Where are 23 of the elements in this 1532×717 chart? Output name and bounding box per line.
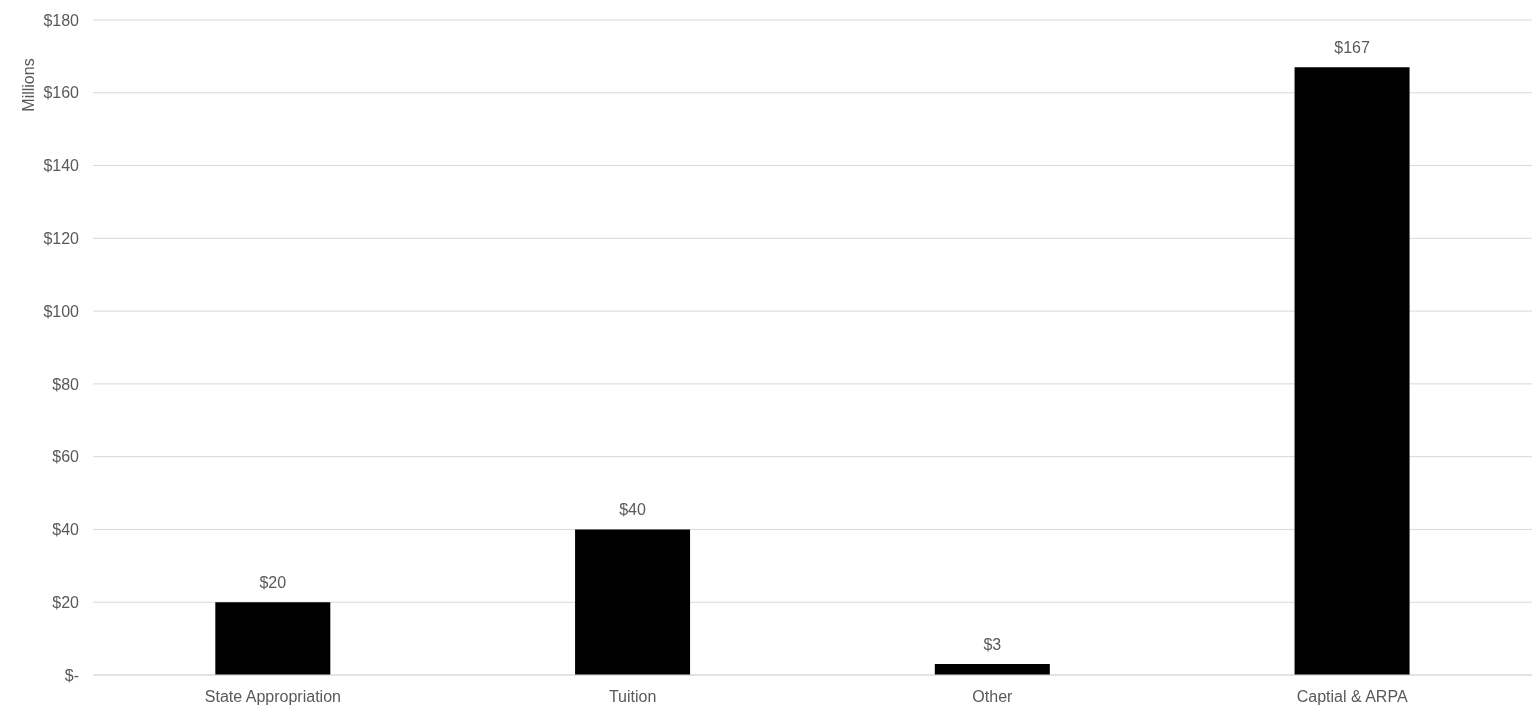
data-label: $3 bbox=[983, 636, 1002, 654]
y-tick-label: $80 bbox=[52, 375, 80, 393]
y-tick-label: $20 bbox=[52, 593, 80, 611]
data-label: $20 bbox=[259, 574, 287, 592]
x-tick-label: State Appropriation bbox=[204, 688, 341, 706]
data-label: $40 bbox=[619, 501, 647, 519]
y-tick-label: $120 bbox=[43, 230, 80, 248]
y-axis-title: Millions bbox=[20, 58, 38, 112]
y-tick-label: $60 bbox=[52, 448, 80, 466]
y-tick-label: $40 bbox=[52, 521, 80, 539]
bar bbox=[215, 602, 331, 675]
x-tick-label: Tuition bbox=[608, 688, 657, 706]
y-tick-label: $180 bbox=[43, 11, 80, 29]
bar bbox=[1294, 67, 1410, 675]
x-tick-label: Other bbox=[972, 688, 1014, 706]
bar bbox=[575, 529, 691, 675]
y-tick-label: $100 bbox=[43, 302, 80, 320]
data-label: $167 bbox=[1334, 39, 1370, 57]
x-tick-label: Captial & ARPA bbox=[1296, 688, 1408, 706]
y-tick-label: $140 bbox=[43, 157, 80, 175]
y-tick-label: $160 bbox=[43, 84, 80, 102]
y-tick-label: $- bbox=[64, 666, 79, 684]
bar bbox=[934, 664, 1050, 675]
